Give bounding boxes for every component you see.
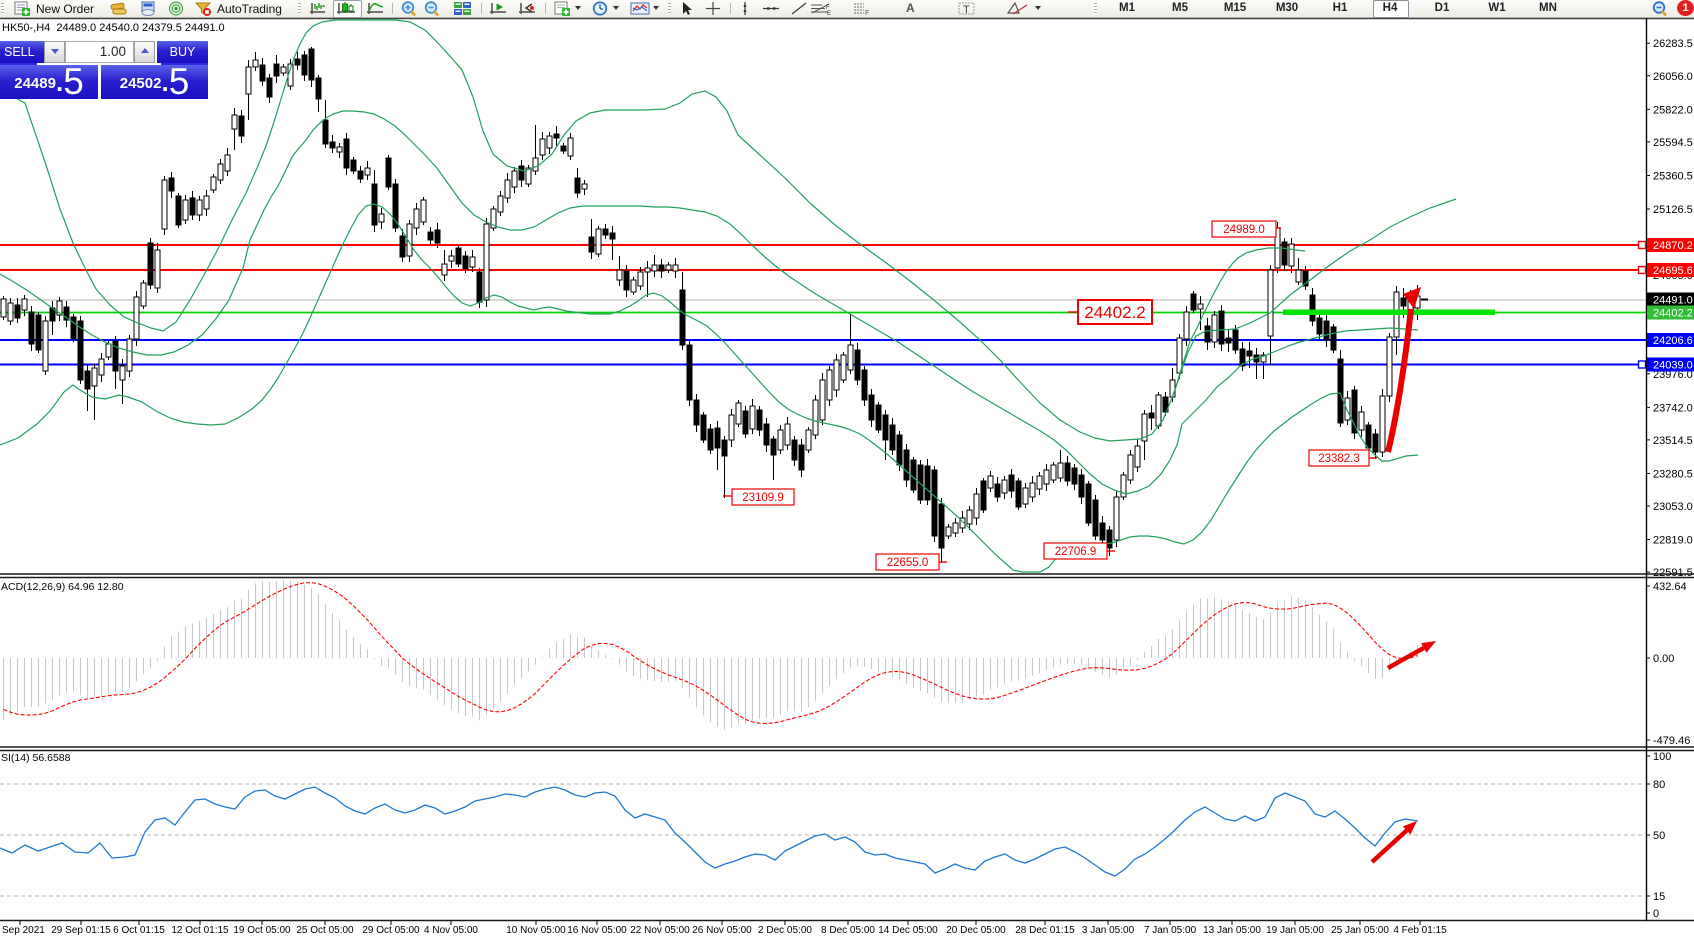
svg-text:2 Dec 05:00: 2 Dec 05:00	[758, 925, 812, 936]
svg-text:24402.2: 24402.2	[1653, 308, 1693, 320]
svg-text:E: E	[827, 11, 831, 16]
svg-text:23976.0: 23976.0	[1653, 369, 1693, 381]
svg-text:14 Dec 05:00: 14 Dec 05:00	[878, 925, 938, 936]
svg-text:24989.0: 24989.0	[1223, 224, 1265, 236]
svg-text:-479.46: -479.46	[1653, 735, 1690, 747]
svg-text:Sep 2021: Sep 2021	[2, 925, 45, 936]
svg-text:22655.0: 22655.0	[887, 557, 929, 569]
svg-text:22706.9: 22706.9	[1055, 546, 1097, 558]
svg-text:12 Oct 01:15: 12 Oct 01:15	[171, 925, 229, 936]
svg-text:SI(14) 56.6588: SI(14) 56.6588	[1, 752, 71, 764]
svg-text:24870.2: 24870.2	[1653, 240, 1693, 252]
svg-text:29 Sep 01:15: 29 Sep 01:15	[51, 925, 111, 936]
svg-text:28 Dec 01:15: 28 Dec 01:15	[1015, 925, 1075, 936]
svg-text:20 Dec 05:00: 20 Dec 05:00	[946, 925, 1006, 936]
svg-text:4 Nov 05:00: 4 Nov 05:00	[424, 925, 478, 936]
svg-text:25 Oct 05:00: 25 Oct 05:00	[296, 925, 354, 936]
svg-text:HK50-,H4 24489.0 24540.0 2437: HK50-,H4 24489.0 24540.0 24379.5 24491.0	[2, 22, 225, 34]
svg-text:24206.6: 24206.6	[1653, 335, 1693, 347]
svg-text:24695.6: 24695.6	[1653, 265, 1693, 277]
svg-text:23053.0: 23053.0	[1653, 501, 1693, 513]
svg-text:23109.9: 23109.9	[742, 492, 784, 504]
svg-text:25360.5: 25360.5	[1653, 170, 1693, 182]
svg-text:T: T	[963, 4, 970, 16]
svg-text:26056.0: 26056.0	[1653, 71, 1693, 83]
svg-text:50: 50	[1653, 830, 1665, 842]
svg-text:24039.0: 24039.0	[1653, 360, 1693, 372]
svg-text:23514.5: 23514.5	[1653, 435, 1693, 447]
svg-text:0: 0	[1653, 908, 1659, 920]
svg-text:15: 15	[1653, 891, 1665, 903]
svg-text:8 Dec 05:00: 8 Dec 05:00	[821, 925, 875, 936]
svg-text:23280.5: 23280.5	[1653, 468, 1693, 480]
svg-text:22591.5: 22591.5	[1653, 567, 1693, 579]
svg-text:10 Nov 05:00: 10 Nov 05:00	[506, 925, 566, 936]
svg-text:23742.0: 23742.0	[1653, 402, 1693, 414]
svg-text:F: F	[865, 10, 869, 16]
svg-text:7 Jan 05:00: 7 Jan 05:00	[1144, 925, 1197, 936]
svg-text:19 Oct 05:00: 19 Oct 05:00	[233, 925, 291, 936]
svg-text:26 Nov 05:00: 26 Nov 05:00	[692, 925, 752, 936]
svg-text:16 Nov 05:00: 16 Nov 05:00	[567, 925, 627, 936]
svg-text:22 Nov 05:00: 22 Nov 05:00	[630, 925, 690, 936]
svg-text:80: 80	[1653, 779, 1665, 791]
svg-text:100: 100	[1653, 751, 1671, 763]
svg-text:6 Oct 01:15: 6 Oct 01:15	[113, 925, 165, 936]
svg-text:25594.5: 25594.5	[1653, 137, 1693, 149]
svg-text:23382.3: 23382.3	[1318, 453, 1360, 465]
svg-text:432.64: 432.64	[1653, 581, 1687, 593]
svg-text:19 Jan 05:00: 19 Jan 05:00	[1266, 925, 1324, 936]
svg-text:26283.5: 26283.5	[1653, 38, 1693, 50]
svg-text:25126.5: 25126.5	[1653, 204, 1693, 216]
svg-text:25822.0: 25822.0	[1653, 104, 1693, 116]
svg-text:24402.2: 24402.2	[1084, 303, 1145, 322]
svg-text:4 Feb 01:15: 4 Feb 01:15	[1393, 925, 1447, 936]
svg-text:3 Jan 05:00: 3 Jan 05:00	[1082, 925, 1135, 936]
svg-text:F: F	[826, 5, 830, 11]
svg-text:13 Jan 05:00: 13 Jan 05:00	[1203, 925, 1261, 936]
svg-text:ACD(12,26,9) 64.96 12.80: ACD(12,26,9) 64.96 12.80	[1, 581, 124, 593]
svg-text:29 Oct 05:00: 29 Oct 05:00	[362, 925, 420, 936]
svg-text:0.00: 0.00	[1653, 653, 1674, 665]
svg-text:22819.0: 22819.0	[1653, 535, 1693, 547]
svg-text:24491.0: 24491.0	[1653, 295, 1693, 307]
svg-text:25 Jan 05:00: 25 Jan 05:00	[1331, 925, 1389, 936]
